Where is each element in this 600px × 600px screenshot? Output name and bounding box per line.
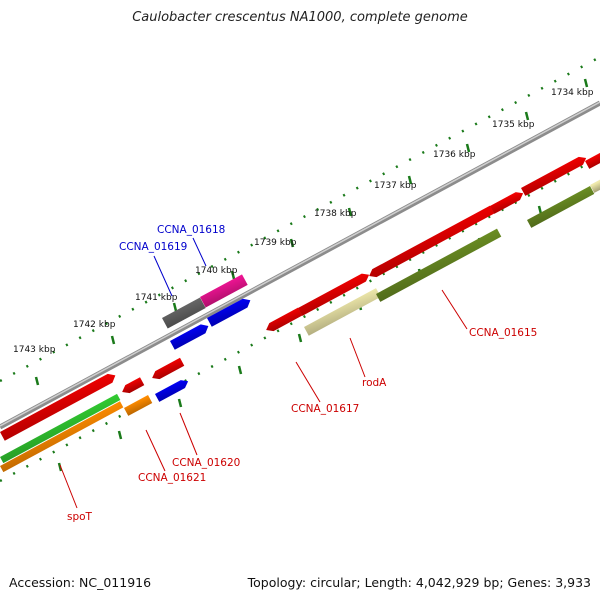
scale-major-tick-lower	[297, 333, 303, 343]
gene-feature-olive-gene	[527, 185, 595, 228]
scale-major-tick	[347, 207, 353, 217]
genome-summary: Topology: circular; Length: 4,042,929 bp…	[247, 575, 591, 590]
scale-track-lower	[0, 155, 600, 483]
gene-label: CCNA_01619	[119, 241, 187, 253]
scale-major-tick	[172, 302, 178, 312]
accession-label: Accession: NC_011916	[9, 575, 152, 590]
gene-feature-spoT-gene	[0, 393, 121, 464]
scale-label: 1743 kbp	[13, 345, 56, 355]
scale-major-tick	[583, 78, 589, 88]
scale-label: 1738 kbp	[314, 209, 357, 219]
gene-leader-line	[145, 429, 166, 472]
gene-leader-line	[192, 237, 207, 267]
gene-label: CCNA_01615	[469, 327, 537, 339]
scale-label: 1741 kbp	[135, 293, 178, 303]
gene-feature-01617-cds	[266, 307, 303, 332]
gene-feature-01615-gene	[376, 228, 502, 302]
gene-feature-01620-cds	[152, 357, 185, 380]
gene-feature-red-cds	[585, 152, 600, 169]
gene-label: rodA	[362, 377, 387, 389]
gene-feature-01621-cds	[122, 377, 145, 394]
gene-leader-line	[295, 361, 321, 403]
gene-label: CCNA_01617	[291, 403, 359, 415]
gene-feature-spoT-cds-lane	[0, 401, 124, 473]
genome-backbone-highlight	[0, 101, 600, 427]
scale-major-tick-lower	[57, 462, 63, 472]
scale-major-tick	[524, 111, 530, 121]
gene-feature-01615-cds	[369, 205, 495, 278]
scale-major-tick-lower	[177, 398, 183, 408]
genome-backbone	[0, 100, 600, 430]
scale-major-tick-lower	[117, 430, 123, 440]
gene-label: CCNA_01621	[138, 472, 206, 484]
scale-major-tick	[465, 143, 471, 153]
gene-feature-rodA-cds	[298, 273, 370, 316]
gene-label: spoT	[67, 511, 93, 523]
gene-leader-line	[441, 289, 468, 330]
gene-feature-red-cds	[490, 192, 524, 214]
scale-major-tick	[110, 335, 116, 345]
gene-leader-line	[153, 255, 173, 297]
gene-feature-01618-magenta	[200, 274, 248, 308]
scale-label: 1734 kbp	[551, 88, 594, 98]
gene-feature-01619-gray	[162, 297, 206, 329]
gene-label: CCNA_01618	[157, 224, 225, 236]
gene-feature-red-cds	[521, 156, 587, 196]
gene-feature-01621-gene	[124, 395, 153, 416]
gene-feature-rodA-gene	[304, 288, 381, 336]
gene-feature-khaki-gene	[590, 179, 600, 193]
scale-major-tick	[289, 238, 295, 248]
scale-major-tick	[407, 175, 413, 185]
scale-label: 1737 kbp	[374, 181, 417, 191]
scale-major-tick	[230, 270, 236, 280]
scale-label: 1742 kbp	[73, 320, 116, 330]
scale-label: 1736 kbp	[433, 150, 476, 160]
map-title: Caulobacter crescentus NA1000, complete …	[132, 10, 468, 25]
gene-feature-01618-blue	[207, 298, 251, 327]
gene-feature-01620-gene	[155, 380, 189, 402]
scale-label: 1740 kbp	[195, 266, 238, 276]
scale-label: 1739 kbp	[254, 238, 297, 248]
gene-feature-01619-blue	[170, 324, 209, 350]
scale-major-tick-lower	[237, 365, 243, 375]
gene-leader-line	[349, 337, 366, 378]
scale-label: 1735 kbp	[492, 120, 535, 130]
gene-leader-line	[59, 464, 78, 509]
scale-major-tick	[34, 376, 40, 386]
gene-feature-spoT-cds	[0, 373, 116, 441]
gene-leader-line	[179, 412, 198, 456]
gene-label: CCNA_01620	[172, 457, 240, 469]
